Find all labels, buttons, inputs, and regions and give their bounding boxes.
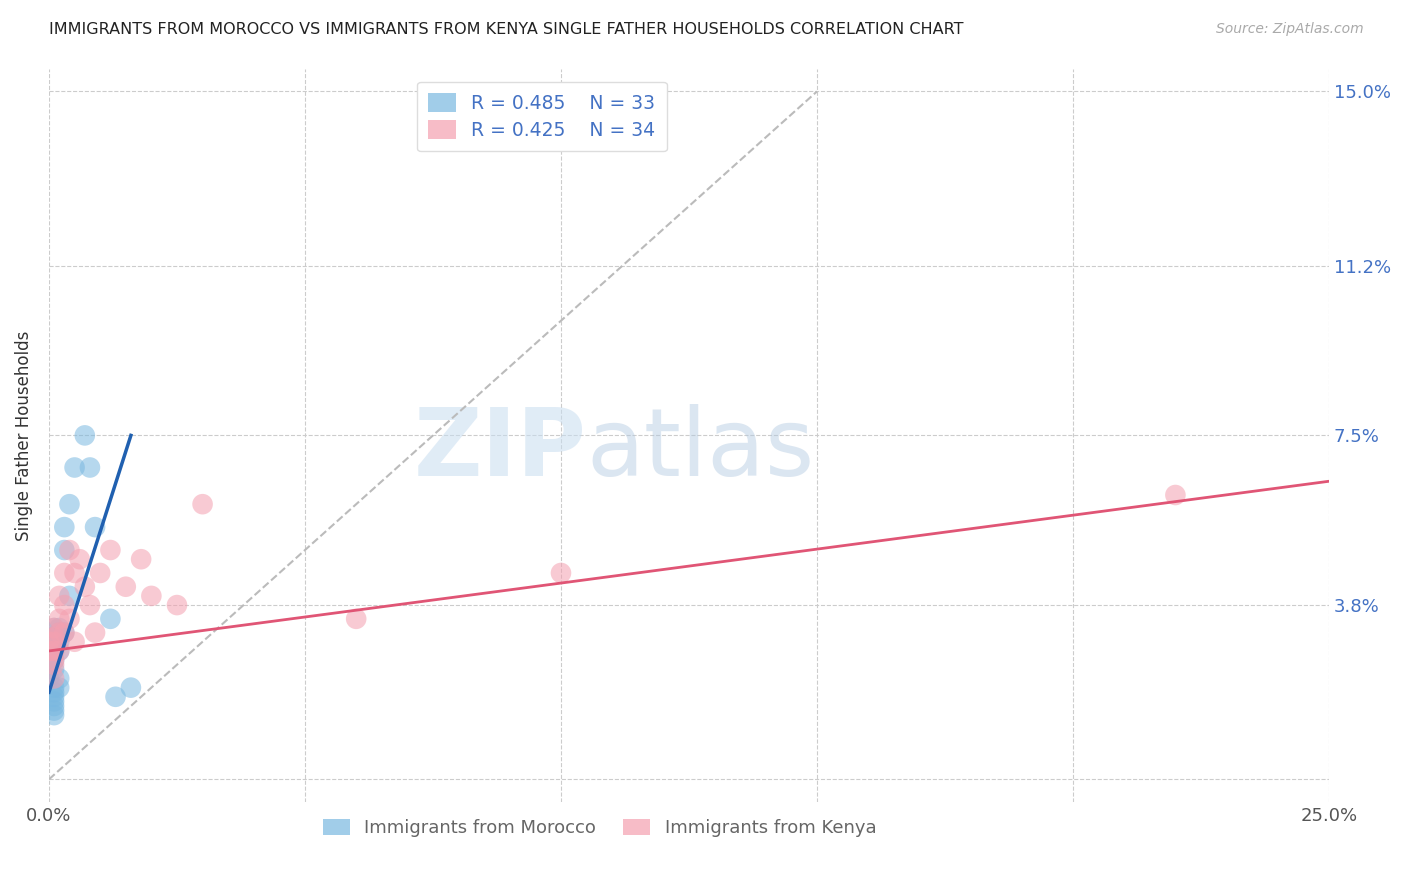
Point — [42, 657, 65, 672]
Point — [1164, 488, 1187, 502]
Point — [48, 589, 70, 603]
Point — [42, 704, 65, 718]
Point — [79, 598, 101, 612]
Point — [42, 698, 65, 713]
Point — [191, 497, 214, 511]
Point — [58, 497, 80, 511]
Point — [48, 644, 70, 658]
Point — [120, 681, 142, 695]
Point — [73, 428, 96, 442]
Point — [73, 580, 96, 594]
Point — [42, 634, 65, 648]
Point — [79, 460, 101, 475]
Text: atlas: atlas — [586, 404, 815, 496]
Point — [344, 612, 367, 626]
Point — [100, 612, 122, 626]
Point — [38, 644, 60, 658]
Point — [53, 625, 76, 640]
Point — [42, 681, 65, 695]
Point — [53, 598, 76, 612]
Point — [58, 589, 80, 603]
Point — [48, 621, 70, 635]
Point — [48, 625, 70, 640]
Point — [38, 657, 60, 672]
Point — [42, 644, 65, 658]
Point — [166, 598, 188, 612]
Point — [42, 694, 65, 708]
Point — [84, 625, 107, 640]
Point — [53, 520, 76, 534]
Point — [42, 708, 65, 723]
Point — [42, 662, 65, 676]
Point — [53, 543, 76, 558]
Point — [141, 589, 163, 603]
Point — [48, 672, 70, 686]
Point — [42, 630, 65, 644]
Text: Source: ZipAtlas.com: Source: ZipAtlas.com — [1216, 22, 1364, 37]
Point — [42, 621, 65, 635]
Point — [63, 460, 86, 475]
Point — [42, 653, 65, 667]
Point — [550, 566, 572, 580]
Point — [100, 543, 122, 558]
Point — [42, 672, 65, 686]
Point — [42, 653, 65, 667]
Point — [48, 612, 70, 626]
Point — [84, 520, 107, 534]
Point — [58, 543, 80, 558]
Point — [48, 681, 70, 695]
Point — [42, 685, 65, 699]
Point — [89, 566, 111, 580]
Point — [38, 634, 60, 648]
Point — [69, 552, 91, 566]
Point — [63, 566, 86, 580]
Point — [104, 690, 127, 704]
Point — [114, 580, 136, 594]
Point — [58, 612, 80, 626]
Point — [129, 552, 152, 566]
Legend: Immigrants from Morocco, Immigrants from Kenya: Immigrants from Morocco, Immigrants from… — [315, 812, 883, 845]
Point — [48, 625, 70, 640]
Point — [63, 634, 86, 648]
Point — [42, 621, 65, 635]
Point — [42, 644, 65, 658]
Point — [53, 566, 76, 580]
Text: ZIP: ZIP — [413, 404, 586, 496]
Point — [38, 672, 60, 686]
Point — [48, 634, 70, 648]
Point — [42, 634, 65, 648]
Point — [42, 630, 65, 644]
Point — [53, 625, 76, 640]
Point — [42, 690, 65, 704]
Point — [48, 644, 70, 658]
Y-axis label: Single Father Households: Single Father Households — [15, 330, 32, 541]
Text: IMMIGRANTS FROM MOROCCO VS IMMIGRANTS FROM KENYA SINGLE FATHER HOUSEHOLDS CORREL: IMMIGRANTS FROM MOROCCO VS IMMIGRANTS FR… — [49, 22, 963, 37]
